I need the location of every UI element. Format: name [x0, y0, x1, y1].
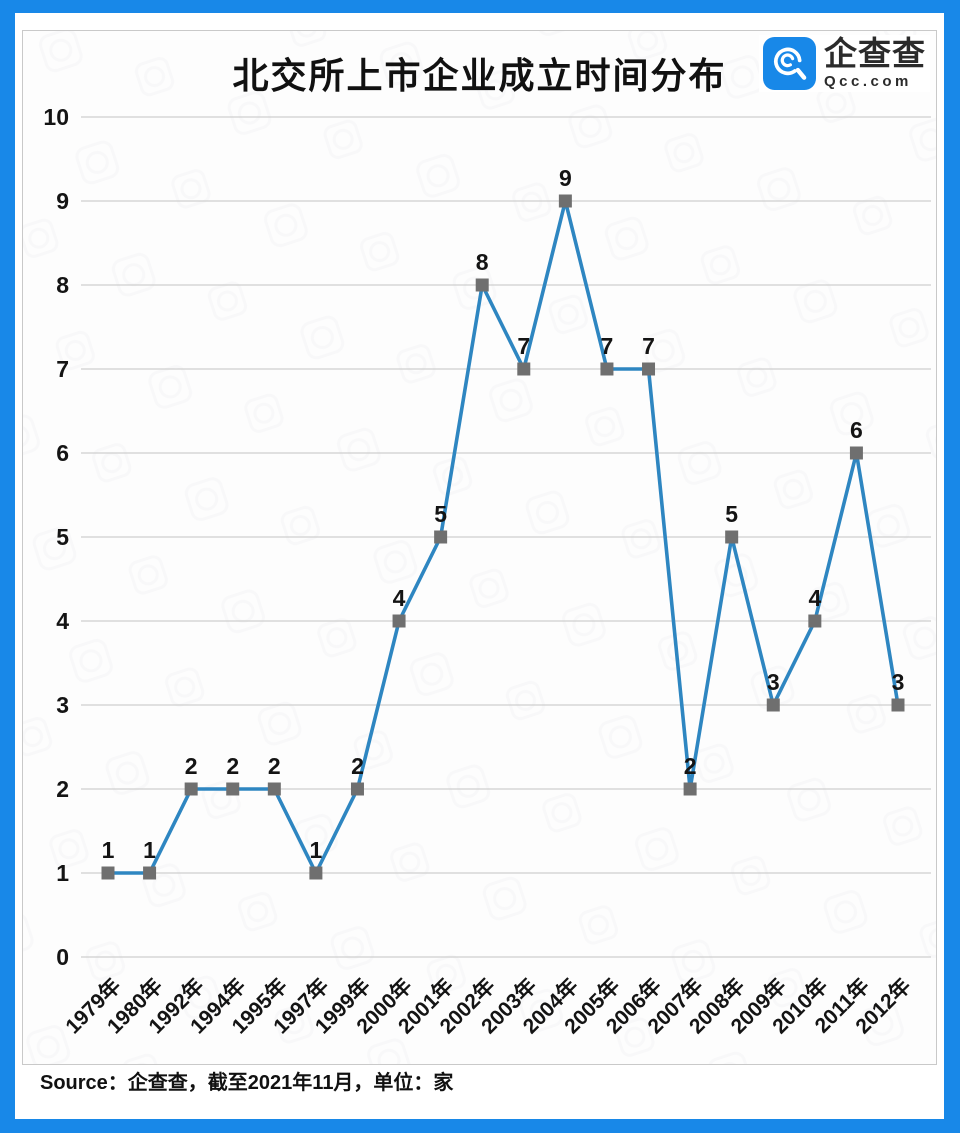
data-point-marker	[475, 278, 489, 292]
qcc-logo-name: 企查查	[824, 35, 926, 73]
data-point-marker	[725, 530, 739, 544]
data-point-marker	[891, 698, 905, 712]
data-point-label: 1	[102, 837, 115, 863]
data-point-label: 1	[309, 837, 322, 863]
qcc-logo-domain: Qcc.com	[824, 72, 912, 90]
data-point-marker	[766, 698, 780, 712]
chart-area: 0 1 2 3 4 5 6 7 8 9 10 1979年 1980年 1992年 1994年 1995年 199…	[22, 30, 937, 1065]
data-point-label: 6	[850, 417, 863, 443]
y-axis-tick-label: 8	[56, 272, 69, 298]
data-point-label: 5	[434, 501, 447, 527]
source-note: Source：企查查，截至2021年11月，单位：家	[40, 1072, 454, 1094]
data-point-marker	[350, 782, 364, 796]
y-axis-tick-label: 10	[43, 104, 69, 130]
chart-card: 0 1 2 3 4 5 6 7 8 9 10 1979年 1980年 1992年 1994年 1995年 199…	[15, 13, 944, 1119]
y-axis-tick-label: 6	[56, 440, 69, 466]
data-point-marker	[517, 362, 531, 376]
data-point-label: 4	[393, 585, 406, 611]
qcc-logo-icon	[763, 37, 816, 90]
data-point-marker	[600, 362, 614, 376]
data-point-marker	[808, 614, 822, 628]
data-point-marker	[267, 782, 281, 796]
data-point-label: 2	[226, 753, 239, 779]
trend-line	[106, 199, 900, 875]
data-point-label: 3	[767, 669, 780, 695]
y-axis-tick-label: 0	[56, 944, 69, 970]
data-point-label: 7	[517, 333, 530, 359]
data-point-marker	[392, 614, 406, 628]
data-point-label: 4	[808, 585, 821, 611]
data-point-marker	[309, 866, 323, 880]
watermark-pattern	[23, 31, 936, 1064]
data-point-label: 7	[642, 333, 655, 359]
data-point-marker	[558, 194, 572, 208]
data-point-marker	[849, 446, 863, 460]
data-point-label: 2	[684, 753, 697, 779]
y-axis-tick-label: 9	[56, 188, 69, 214]
data-point-label: 7	[601, 333, 614, 359]
chart-title: 北交所上市企业成立时间分布	[232, 55, 727, 96]
y-axis-tick-label: 2	[56, 776, 69, 802]
data-point-marker	[184, 782, 198, 796]
data-point-marker	[226, 782, 240, 796]
line-chart: 0123456789101979年1980年1992年1994年1995年199…	[43, 104, 931, 1038]
data-point-marker	[143, 866, 157, 880]
data-point-label: 5	[725, 501, 738, 527]
data-point-label: 2	[351, 753, 364, 779]
data-point-marker	[683, 782, 697, 796]
y-axis-tick-label: 1	[56, 860, 69, 886]
data-point-label: 2	[185, 753, 198, 779]
y-axis-tick-label: 3	[56, 692, 69, 718]
data-point-label: 8	[476, 249, 489, 275]
data-point-label: 9	[559, 165, 572, 191]
data-point-marker	[101, 866, 115, 880]
qcc-logo: 企查查 Qcc.com	[759, 35, 930, 92]
y-axis-tick-label: 5	[56, 524, 69, 550]
data-point-label: 3	[892, 669, 905, 695]
data-point-marker	[434, 530, 448, 544]
y-axis-tick-label: 4	[56, 608, 69, 634]
data-point-label: 1	[143, 837, 156, 863]
y-axis-tick-label: 7	[56, 356, 69, 382]
qcc-logo-text: 企查查 Qcc.com	[824, 37, 926, 90]
data-point-marker	[642, 362, 656, 376]
data-point-label: 2	[268, 753, 281, 779]
